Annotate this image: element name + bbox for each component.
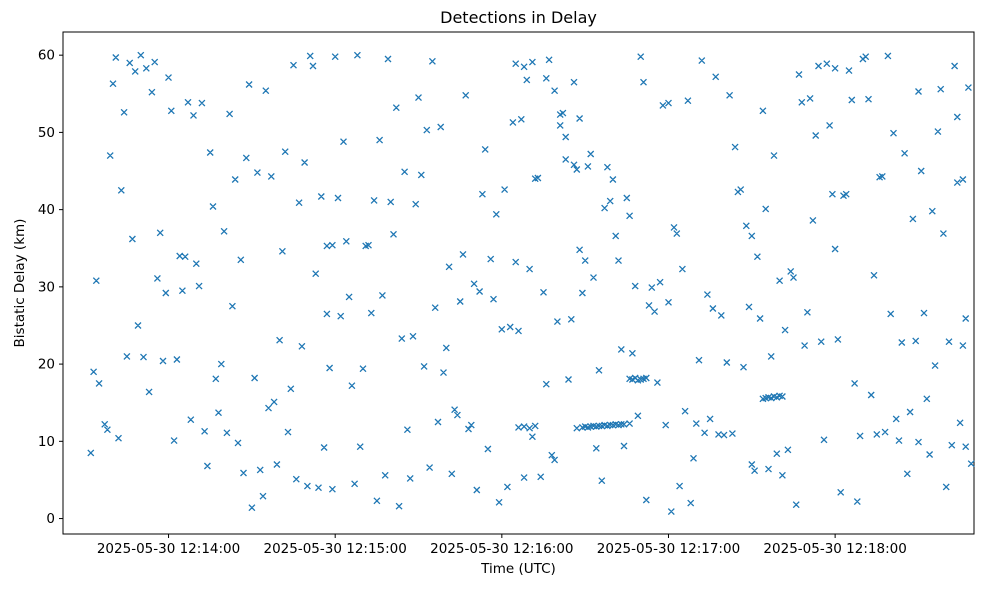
y-tick-label: 20 (38, 357, 55, 373)
y-tick-label: 50 (38, 125, 55, 141)
x-tick-label: 2025-05-30 12:16:00 (430, 541, 573, 557)
x-tick-label: 2025-05-30 12:14:00 (97, 541, 240, 557)
x-tick-label: 2025-05-30 12:18:00 (763, 541, 906, 557)
x-axis-label: Time (UTC) (481, 561, 556, 577)
x-tick-label: 2025-05-30 12:17:00 (597, 541, 740, 557)
x-tick-label: 2025-05-30 12:15:00 (263, 541, 406, 557)
axes-frame (62, 31, 975, 535)
scatter-points (87, 51, 975, 516)
y-axis-label: Bistatic Delay (km) (12, 218, 28, 348)
y-tick-label: 0 (46, 511, 55, 527)
y-tick-label: 60 (38, 48, 55, 64)
y-tick-label: 30 (38, 279, 55, 295)
chart-title: Detections in Delay (440, 8, 597, 27)
y-tick-label: 40 (38, 202, 55, 218)
y-tick-label: 10 (38, 434, 55, 450)
